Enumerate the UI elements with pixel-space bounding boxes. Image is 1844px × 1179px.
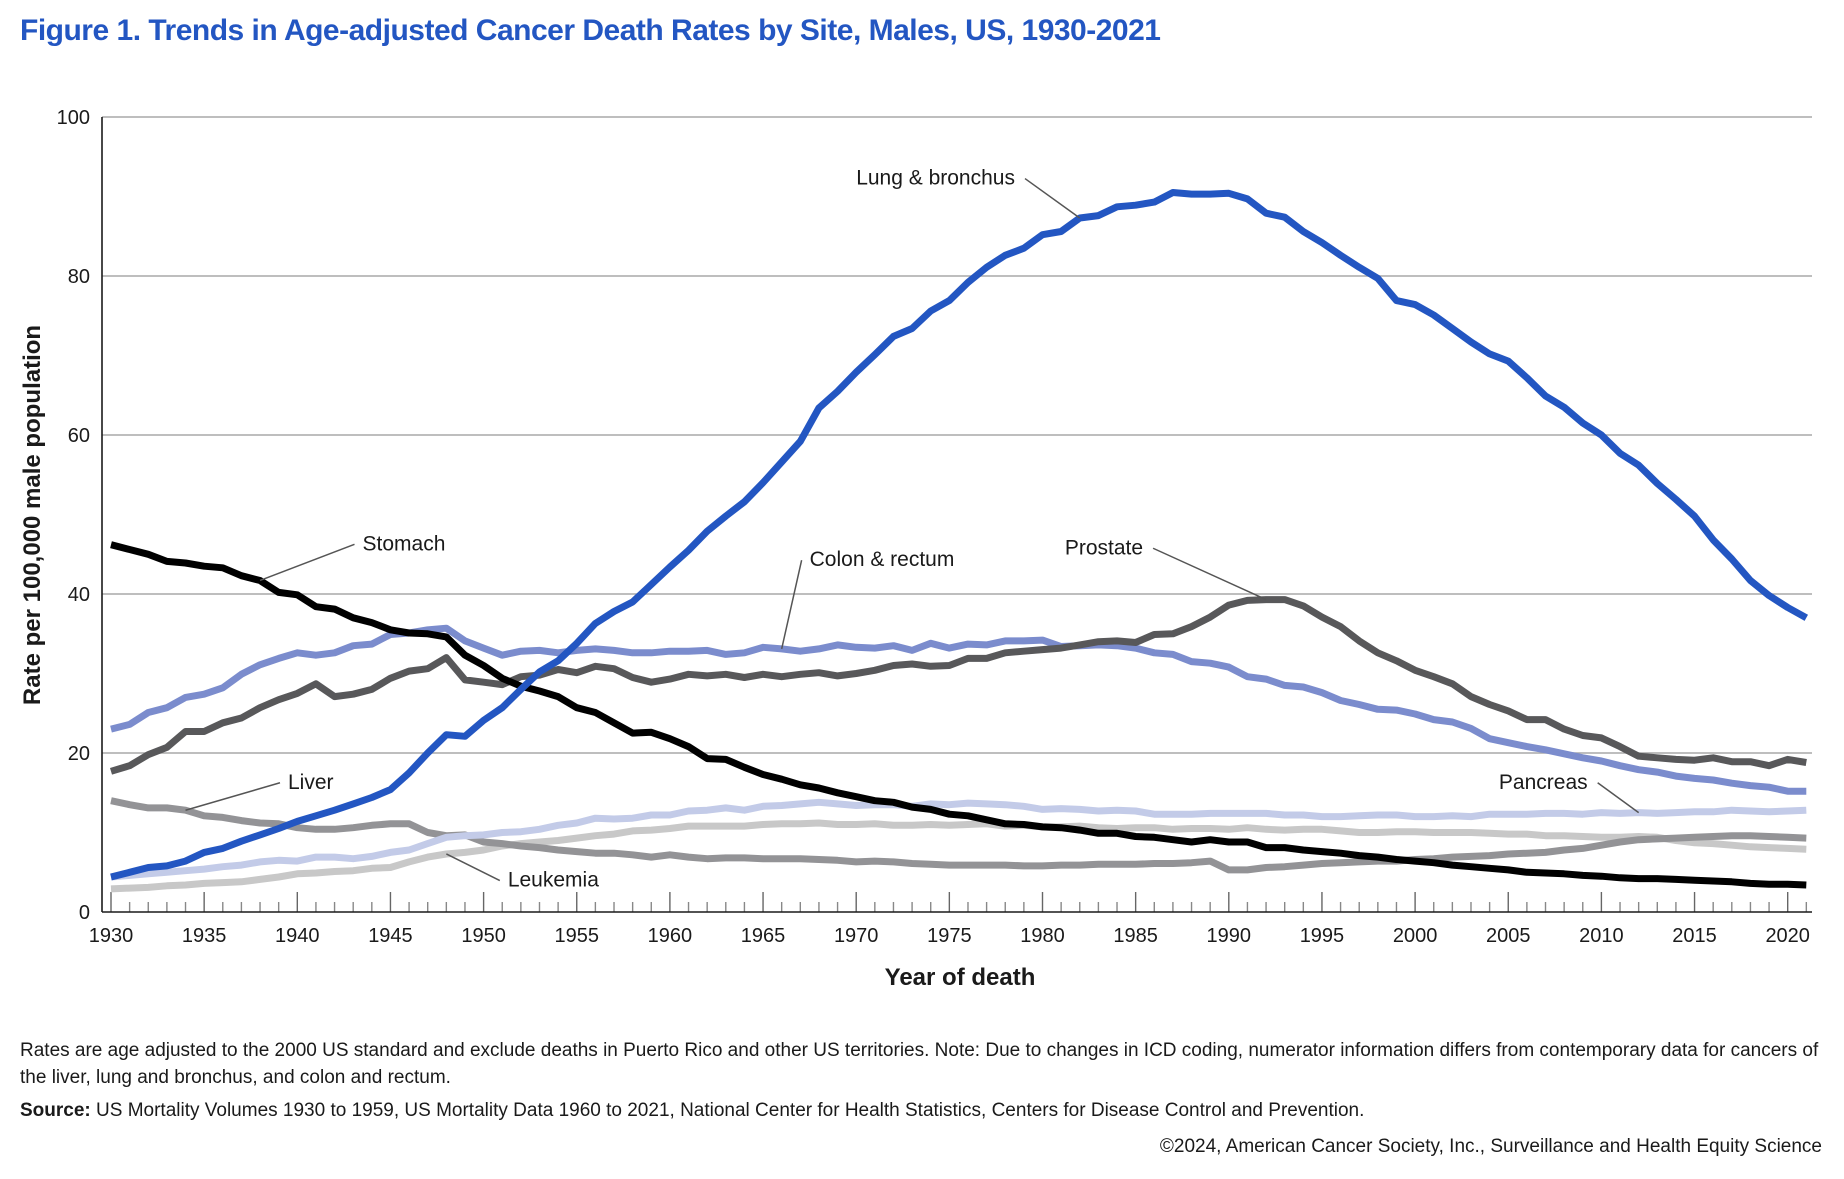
series-line-colon-rectum [110,624,1807,795]
y-tick-label: 40 [68,584,90,606]
series-lines [109,189,1808,893]
x-tick-label: 2015 [1672,925,1717,947]
annotations: Lung & bronchus Stomach Colon & rectum Pros… [185,167,1640,892]
x-tick-label: 1945 [368,925,413,947]
figure-title: Figure 1. Trends in Age-adjusted Cancer … [20,14,1161,47]
source-label: Source: [20,1100,91,1121]
annotation-colon-rectum: Colon & rectum [780,548,955,650]
x-tick-label: 1995 [1300,925,1345,947]
x-tick-label: 2005 [1486,925,1531,947]
x-tick-label: 1965 [741,925,786,947]
x-tick-label: 1990 [1207,925,1252,947]
x-tick-label: 1985 [1113,925,1158,947]
series-line-lung-bronchus [110,189,1808,881]
annotation-stomach: Stomach [259,532,446,582]
annotation-leader-line [780,560,803,650]
x-axis-ticks: 1930 1935 1940 1945 1950 1955 1960 1965 1970 1975… [89,892,1810,947]
x-tick-label: 1955 [555,925,600,947]
y-axis-title: Rate per 100,000 male population [19,325,46,705]
annotation-label: Stomach [363,532,446,555]
y-axis-tick-labels: 0 20 40 60 80 100 [57,107,90,924]
x-tick-label: 1940 [275,925,320,947]
annotation-prostate: Prostate [1065,536,1267,601]
source-text: US Mortality Volumes 1930 to 1959, US Mo… [90,1100,1365,1121]
annotation-lung-bronchus: Lung & bronchus [856,167,1081,219]
x-tick-label: 1980 [1020,925,1065,947]
source-line: Source: US Mortality Volumes 1930 to 195… [20,1100,1364,1122]
annotation-pancreas: Pancreas [1499,771,1640,814]
x-tick-label: 1950 [461,925,506,947]
annotation-label: Leukemia [508,869,599,892]
annotation-leader-line [1152,547,1267,601]
annotation-label: Liver [288,771,334,794]
annotation-liver: Liver [185,771,334,811]
copyright: ©2024, American Cancer Society, Inc., Su… [1159,1136,1822,1157]
annotation-label: Colon & rectum [810,548,955,571]
y-tick-label: 80 [68,266,90,288]
annotation-leader-line [185,782,281,811]
annotation-leader-line [1024,177,1081,219]
x-tick-label: 2000 [1393,925,1438,947]
y-tick-label: 100 [57,107,90,129]
series-line-prostate [109,596,1807,775]
annotation-label: Pancreas [1499,771,1588,794]
x-tick-label: 1970 [834,925,879,947]
series-line-liver [110,797,1807,874]
x-tick-label: 1960 [648,925,693,947]
annotation-leader-line [259,543,355,582]
annotation-leader-line [1597,782,1640,814]
series-line-stomach [110,541,1807,889]
annotation-label: Lung & bronchus [856,167,1015,190]
annotation-leader-line [446,853,501,882]
annotation-label: Prostate [1065,536,1143,559]
y-tick-label: 0 [79,902,90,924]
x-tick-label: 2020 [1765,925,1810,947]
series-line-pancreas [110,798,1807,881]
y-tick-label: 20 [68,743,90,765]
footnote: Rates are age adjusted to the 2000 US st… [20,1040,1819,1088]
x-tick-label: 1935 [182,925,227,947]
series-line-leukemia [110,819,1807,893]
annotation-leukemia: Leukemia [446,853,599,892]
line-chart: 0 20 40 60 80 100 1930 1935 1940 1945 1950 1955 196… [19,107,1812,991]
x-axis-title: Year of death [885,964,1036,991]
x-tick-label: 1975 [927,925,972,947]
y-tick-label: 60 [68,425,90,447]
x-tick-label: 2010 [1579,925,1624,947]
gridlines [102,116,1812,754]
x-tick-label: 1930 [89,925,134,947]
